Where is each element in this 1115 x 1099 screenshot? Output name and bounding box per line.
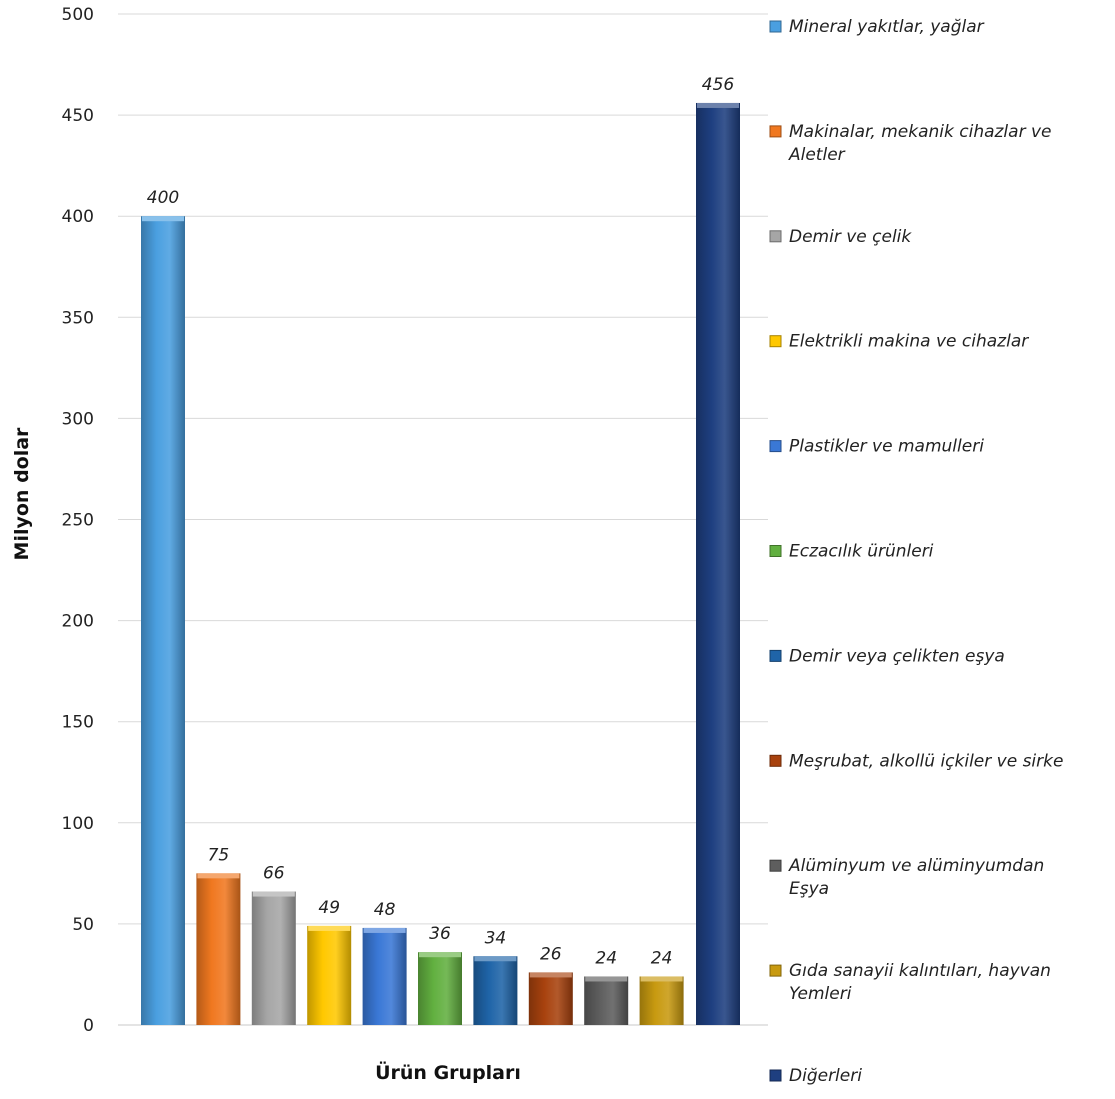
legend-label: Yemleri <box>789 984 852 1004</box>
legend-label: Eczacılık ürünleri <box>789 542 934 562</box>
y-tick-label: 400 <box>62 207 94 227</box>
x-axis-title: Ürün Grupları <box>375 1060 521 1084</box>
data-label: 75 <box>208 845 230 865</box>
data-label: 36 <box>429 924 451 944</box>
legend-label: Makinalar, mekanik cihazlar ve <box>789 122 1052 142</box>
legend-label: Aletler <box>788 145 846 165</box>
legend-swatch <box>769 335 782 348</box>
bars <box>141 102 740 1025</box>
y-axis-ticks: 0 50 100 150 200 250 300 350 400 450 500 <box>62 5 94 1036</box>
y-tick-label: 50 <box>72 915 94 935</box>
y-tick-label: 300 <box>62 409 94 429</box>
bar-top-highlight <box>585 976 628 982</box>
bar <box>362 927 407 1025</box>
y-tick-label: 0 <box>83 1016 94 1036</box>
legend-swatch <box>769 964 782 977</box>
bar-top-highlight <box>474 956 517 962</box>
bar <box>251 891 296 1025</box>
y-tick-label: 500 <box>62 5 94 25</box>
y-tick-label: 350 <box>62 308 94 328</box>
y-tick-label: 250 <box>62 511 94 531</box>
data-label: 66 <box>263 864 285 884</box>
legend-swatch <box>769 125 782 138</box>
bar-top-highlight <box>308 925 351 931</box>
bar <box>307 925 352 1025</box>
bar-top-highlight <box>197 873 240 879</box>
bar <box>473 956 518 1025</box>
legend-label: Demir ve çelik <box>789 227 912 247</box>
legend-swatch <box>769 754 782 767</box>
legend-swatch <box>769 1069 782 1082</box>
data-label: 26 <box>540 944 562 964</box>
data-label: 49 <box>318 898 340 918</box>
y-tick-label: 100 <box>62 814 94 834</box>
bar <box>639 976 684 1025</box>
legend-swatch <box>769 545 782 557</box>
legend-label: Meşrubat, alkollü içkiler ve sirke <box>789 751 1063 771</box>
data-labels: 400 75 66 49 48 36 34 26 24 24 456 <box>147 75 735 969</box>
legend-label: Gıda sanayii kalıntıları, hayvan <box>789 961 1051 981</box>
legend-label: Elektrikli makina ve cihazlar <box>789 332 1029 352</box>
bar-top-highlight <box>697 102 739 108</box>
y-tick-label: 450 <box>62 106 94 126</box>
bar <box>418 952 462 1025</box>
legend: Mineral yakıtlar, yağlar Makinalar, mekan… <box>769 17 1063 1086</box>
legend-swatch <box>769 20 782 33</box>
bar-top-highlight <box>640 976 683 982</box>
bar-top-highlight <box>363 927 406 933</box>
bar-top-highlight <box>529 972 572 978</box>
bar-top-highlight <box>419 952 461 958</box>
legend-label: Demir veya çelikten eşya <box>789 646 1005 666</box>
data-label: 24 <box>651 948 673 968</box>
bar <box>141 216 185 1025</box>
data-label: 34 <box>485 928 507 948</box>
bar <box>584 976 629 1025</box>
legend-swatch <box>769 859 782 872</box>
legend-label: Plastikler ve mamulleri <box>789 437 984 457</box>
data-label: 456 <box>702 75 735 95</box>
y-tick-label: 150 <box>62 713 94 733</box>
legend-swatch <box>769 649 782 662</box>
data-label: 400 <box>147 188 179 208</box>
legend-label: Eşya <box>789 879 829 899</box>
y-axis-title: Milyon dolar <box>11 427 33 561</box>
bar <box>196 873 241 1025</box>
bar <box>528 972 573 1025</box>
bar-top-highlight <box>142 216 184 222</box>
legend-label: Diğerleri <box>789 1066 862 1086</box>
legend-label: Alüminyum ve alüminyumdan <box>788 856 1044 876</box>
legend-label: Mineral yakıtlar, yağlar <box>789 17 985 37</box>
data-label: 24 <box>595 948 617 968</box>
bar <box>696 102 740 1025</box>
legend-swatch <box>769 230 782 243</box>
data-label: 48 <box>374 900 396 920</box>
bar-top-highlight <box>252 891 295 897</box>
legend-swatch <box>769 440 782 453</box>
y-tick-label: 200 <box>62 612 94 632</box>
